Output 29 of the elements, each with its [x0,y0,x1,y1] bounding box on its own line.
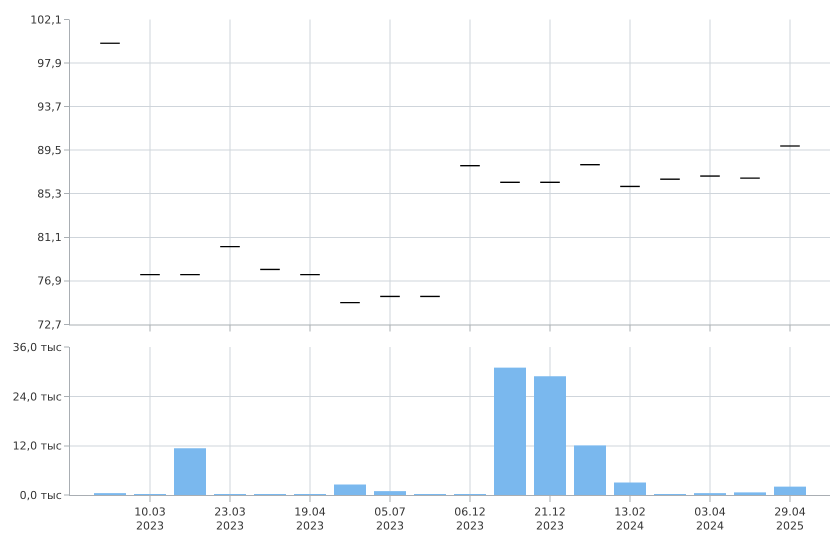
x-tick-label: 19.04 2023 [294,505,326,533]
bar [574,445,606,496]
y-tick-label: 89,5 [37,144,62,157]
bar [534,376,566,496]
bar [334,484,366,496]
y-tick-label: 72,7 [37,318,62,332]
x-tick-label: 29.04 2025 [774,505,806,533]
bar [174,448,206,496]
y-tick-label: 97,9 [37,56,62,70]
y-tick-label: 0,0 тыс [20,489,62,502]
x-tick-label: 23.03 2023 [214,505,246,533]
x-tick-label: 13.02 2024 [614,505,646,533]
y-tick-label: 81,1 [37,231,62,244]
bar [774,486,806,496]
y-tick-label: 36,0 тыс [12,340,62,354]
y-tick-label: 12,0 тыс [12,440,62,453]
y-tick-label: 93,7 [37,100,62,114]
x-tick-label: 06.12 2023 [454,505,486,533]
y-tick-label: 102,1 [30,13,62,26]
bar [614,482,646,496]
x-tick-label: 05.07 2023 [374,505,406,533]
y-tick-label: 24,0 тыс [12,390,62,404]
y-tick-label: 85,3 [37,188,62,201]
y-tick-label: 76,9 [37,274,62,288]
bar [494,368,526,496]
x-tick-label: 21.12 2023 [534,505,566,533]
x-tick-label: 10.03 2023 [134,505,166,533]
x-tick-label: 03.04 2024 [694,505,726,533]
bar [374,491,406,496]
